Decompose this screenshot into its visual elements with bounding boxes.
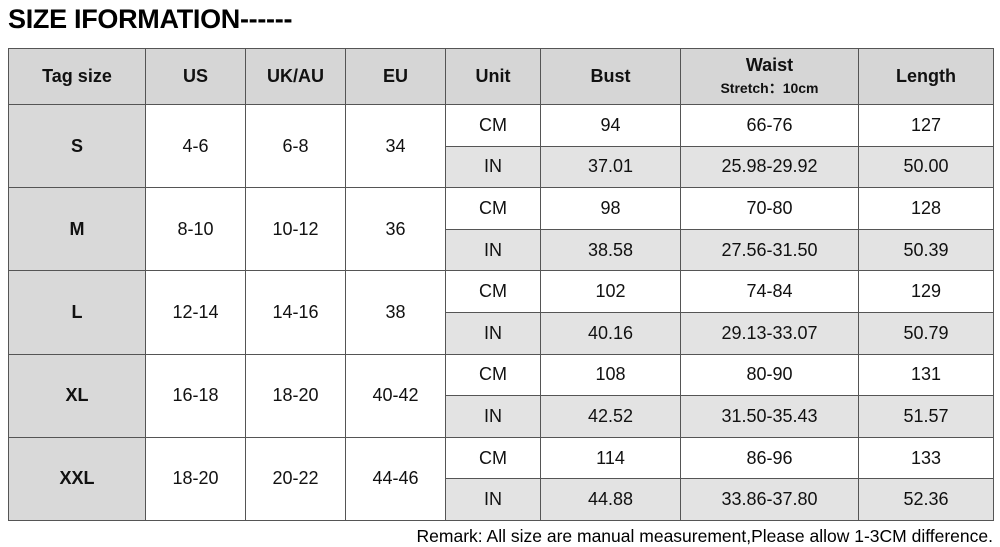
measure-cell: 80-90: [680, 353, 859, 397]
size-eu: 38: [345, 270, 446, 355]
measure-cell: 42.52: [540, 395, 681, 438]
size-row: XL 16-18 18-20 40-42 CM 108 80-90 131: [8, 353, 994, 438]
column-header: Waist Stretch：10cm: [680, 48, 859, 105]
column-label: Bust: [590, 66, 631, 86]
size-us: 4-6: [145, 103, 246, 189]
measure-cell: IN: [445, 145, 541, 189]
measure-cell: 27.56-31.50: [680, 228, 859, 272]
tag-size: XXL: [8, 436, 146, 521]
measure-cell: 25.98-29.92: [680, 145, 859, 189]
size-row: S 4-6 6-8 34 CM 94 66-76 127: [8, 103, 994, 189]
measure-cell: 86-96: [680, 436, 859, 480]
measure-cell: IN: [445, 478, 541, 521]
measure-cell: 50.79: [858, 311, 994, 355]
measure-cell: 33.86-37.80: [680, 478, 859, 521]
tag-size: M: [8, 187, 146, 272]
size-us: 12-14: [145, 270, 246, 355]
measure-cell: 94: [540, 104, 681, 147]
measure-cell: 131: [858, 353, 994, 397]
measure-cell: CM: [445, 270, 541, 313]
column-label: US: [182, 66, 208, 86]
measure-cell: 37.01: [540, 145, 681, 189]
measure-cell: 114: [540, 436, 681, 480]
measure-cell: 74-84: [680, 270, 859, 313]
measure-cell: 44.88: [540, 478, 681, 521]
measure-cell: 50.00: [858, 145, 994, 189]
measure-cell: 66-76: [680, 104, 859, 147]
column-label: EU: [382, 66, 408, 86]
size-row: IN 44.88 33.86-37.80 52.36: [9, 478, 994, 521]
measure-cell: 128: [858, 187, 994, 230]
measure-cell: CM: [445, 353, 541, 397]
column-header: UK/AU: [245, 48, 346, 105]
column-label: Waist: [745, 55, 794, 75]
measure-cell: 38.58: [540, 228, 681, 272]
column-header: Bust: [540, 48, 681, 105]
measure-cell: 133: [858, 436, 994, 480]
measure-cell: IN: [445, 228, 541, 272]
measure-cell: 40.16: [540, 311, 681, 355]
column-label: UK/AU: [267, 66, 324, 86]
size-row: M 8-10 10-12 36 CM 98 70-80 128: [8, 187, 994, 272]
size-row: IN 37.01 25.98-29.92 50.00: [9, 145, 994, 189]
measure-cell: IN: [445, 311, 541, 355]
measure-cell: 29.13-33.07: [680, 311, 859, 355]
measure-cell: 129: [858, 270, 994, 313]
title: SIZE IFORMATION------: [8, 4, 293, 34]
measure-cell: 127: [858, 104, 994, 147]
measure-cell: IN: [445, 395, 541, 438]
size-table: Tag size US UK/AU EU Unit Bust Waist Stretch：10…: [8, 48, 994, 521]
tag-size: XL: [8, 353, 146, 438]
measure-cell: 51.57: [858, 395, 994, 438]
tag-size: L: [8, 270, 146, 355]
column-label: Unit: [475, 66, 511, 86]
size-row: XXL 18-20 20-22 44-46 CM 114 86-96 133: [8, 436, 994, 521]
column-header: Tag size: [8, 48, 146, 105]
size-us: 18-20: [145, 436, 246, 521]
remark: Remark: All size are manual measurement,…: [416, 526, 993, 546]
size-us: 16-18: [145, 353, 246, 438]
measure-cell: 108: [540, 353, 681, 397]
size-eu: 34: [345, 103, 446, 189]
measure-cell: 50.39: [858, 228, 994, 272]
measure-cell: 52.36: [858, 478, 994, 521]
size-row: L 12-14 14-16 38 CM 102 74-84 129: [8, 270, 994, 355]
tag-size: S: [8, 103, 146, 189]
measure-cell: 102: [540, 270, 681, 313]
column-header: Unit: [445, 48, 541, 105]
measure-cell: CM: [445, 436, 541, 480]
column-label: Length: [896, 66, 956, 86]
size-row: IN 40.16 29.13-33.07 50.79: [9, 311, 994, 355]
header-row: Tag size US UK/AU EU Unit Bust Waist Stretch：10…: [8, 48, 994, 105]
measure-cell: CM: [445, 104, 541, 147]
size-eu: 40-42: [345, 353, 446, 438]
size-row: IN 42.52 31.50-35.43 51.57: [9, 395, 994, 438]
measure-cell: CM: [445, 187, 541, 230]
size-uk: 18-20: [245, 353, 346, 438]
size-uk: 20-22: [245, 436, 346, 521]
measure-cell: 70-80: [680, 187, 859, 230]
measure-cell: 31.50-35.43: [680, 395, 859, 438]
column-header: EU: [345, 48, 446, 105]
column-header: Length: [858, 48, 994, 105]
size-uk: 10-12: [245, 187, 346, 272]
column-label: Tag size: [42, 66, 112, 86]
size-eu: 44-46: [345, 436, 446, 521]
size-uk: 6-8: [245, 103, 346, 189]
measure-cell: 98: [540, 187, 681, 230]
size-us: 8-10: [145, 187, 246, 272]
size-row: IN 38.58 27.56-31.50 50.39: [9, 228, 994, 272]
size-uk: 14-16: [245, 270, 346, 355]
size-eu: 36: [345, 187, 446, 272]
column-header: US: [145, 48, 246, 105]
waist-note: Stretch：10cm: [720, 80, 819, 96]
